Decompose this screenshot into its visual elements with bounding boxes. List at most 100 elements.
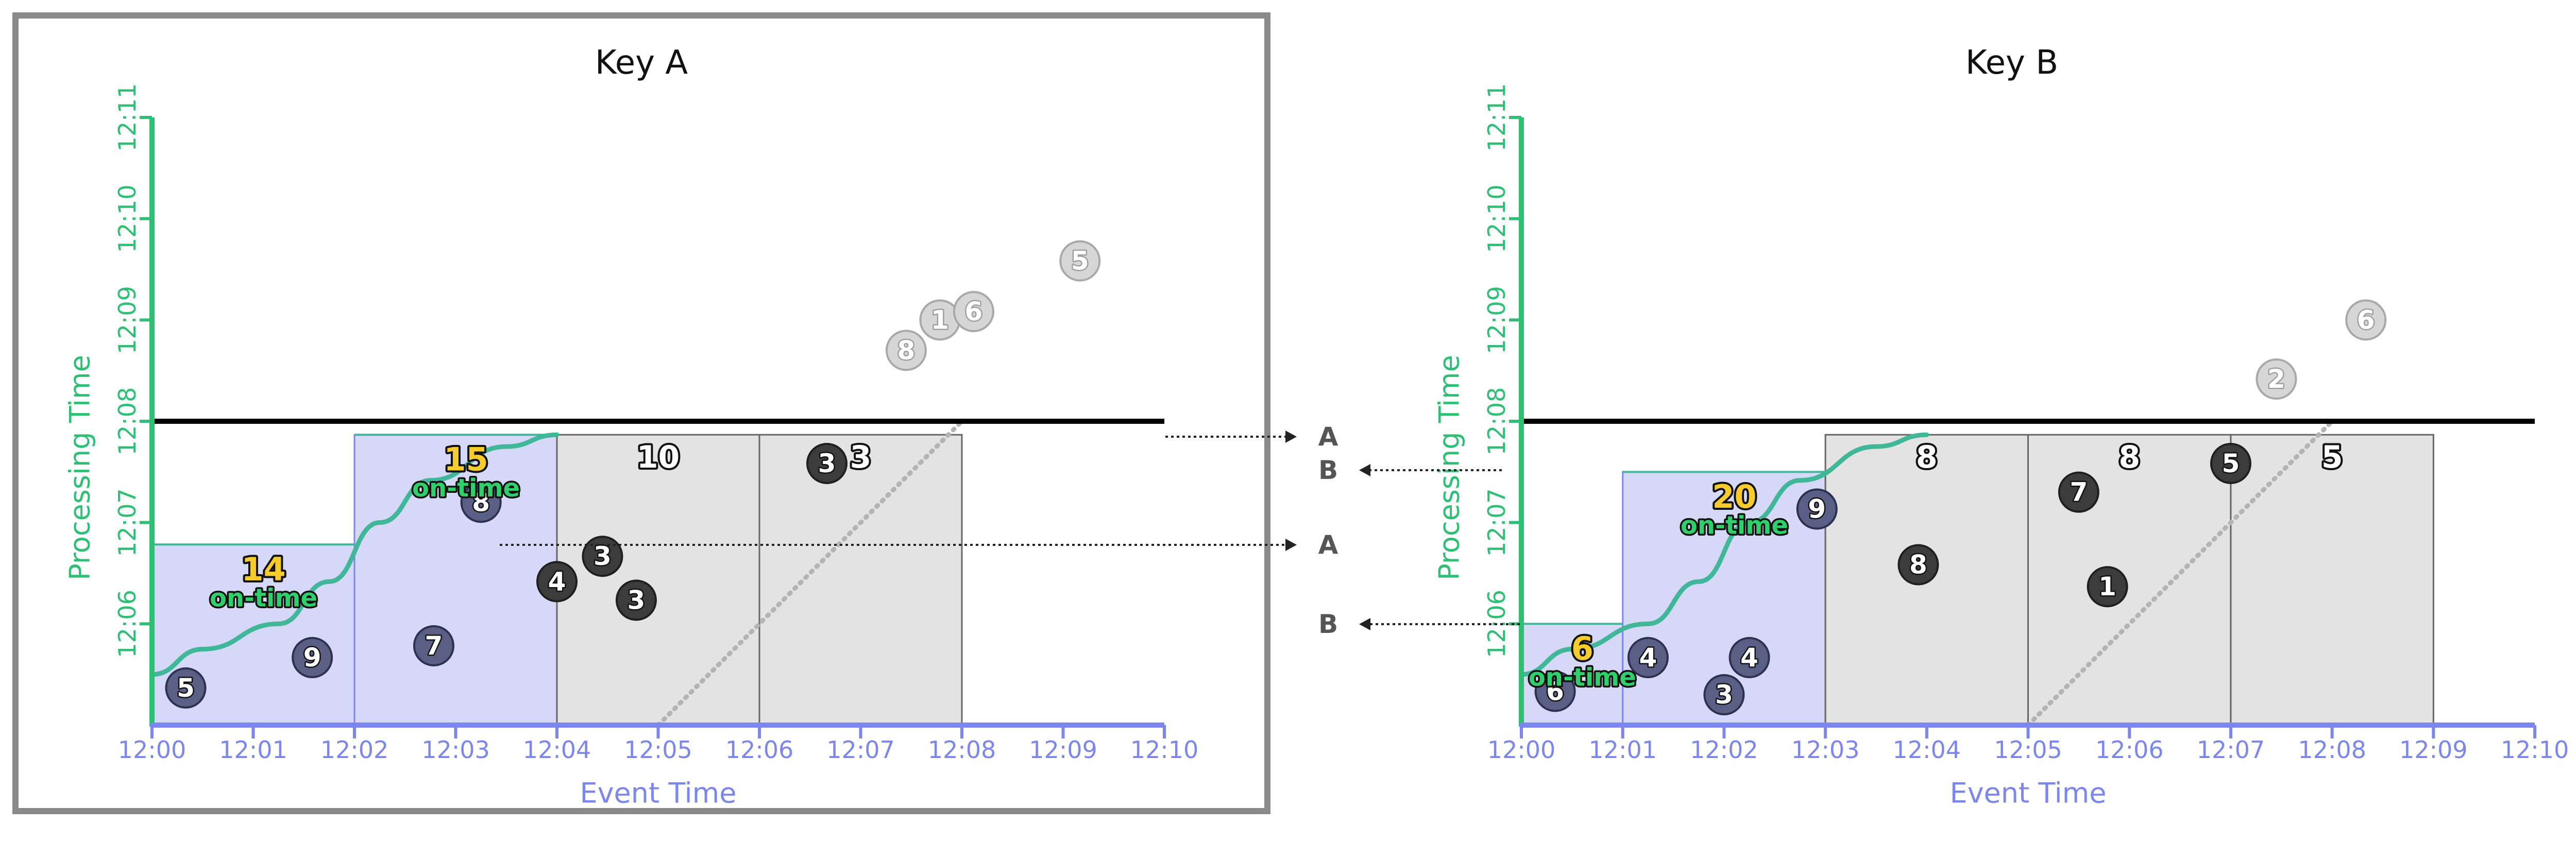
data-point: 2 — [2256, 358, 2297, 400]
data-point-marker — [806, 442, 848, 484]
x-tick-label: 12:08 — [2298, 736, 2366, 764]
pane-3 — [2027, 434, 2232, 726]
data-point: 3 — [806, 442, 848, 484]
chart-panel-1: Key B 12:00 12:01 12:02 12:03 12:04 12:05 12:06… — [1433, 44, 2569, 810]
data-point-value: 5 — [1071, 246, 1089, 276]
data-point: 1 — [919, 299, 961, 341]
data-point-value: 9 — [1808, 494, 1826, 524]
key-arrow-B: B — [1318, 455, 1502, 485]
arrow-head — [1285, 539, 1297, 551]
pane-2 — [556, 434, 760, 726]
y-tick-label: 12:06 — [113, 590, 141, 658]
key-arrow-B: B — [1318, 609, 1520, 639]
pane-value: 3 — [850, 439, 872, 475]
data-point: 5 — [1059, 240, 1101, 282]
y-tick-label: 12:07 — [113, 488, 141, 557]
data-point: 9 — [1796, 488, 1838, 530]
y-tick-label: 12:09 — [1483, 286, 1511, 354]
data-point-marker — [2256, 358, 2297, 400]
x-tick-label: 12:04 — [1893, 736, 1961, 764]
pane-status-label: on-time — [1681, 511, 1788, 540]
data-point-marker — [1796, 488, 1838, 530]
data-point-value: 6 — [965, 297, 983, 327]
data-point: 4 — [536, 561, 578, 603]
data-point: 8 — [1897, 544, 1939, 586]
data-point-marker — [2087, 566, 2128, 608]
x-tick-label: 12:04 — [523, 736, 591, 764]
y-tick-label: 12:08 — [1483, 387, 1511, 456]
x-tick-label: 12:02 — [1690, 736, 1758, 764]
pane-status-label: on-time — [1529, 663, 1636, 692]
data-point-marker — [292, 637, 333, 678]
data-point: 7 — [413, 625, 454, 666]
y-tick-label: 12:10 — [1483, 184, 1511, 253]
data-point-marker — [615, 579, 657, 621]
data-point-marker — [1703, 674, 1745, 715]
x-tick-label: 12:07 — [826, 736, 895, 764]
y-axis-label: Processing Time — [1433, 355, 1466, 580]
data-point-marker — [536, 561, 578, 603]
key-arrow-A: A — [500, 530, 1338, 560]
x-tick-label: 12:02 — [320, 736, 389, 764]
y-tick-label: 12:11 — [1483, 83, 1511, 152]
x-axis-label: Event Time — [580, 777, 736, 810]
pane-status-label: on-time — [412, 474, 520, 503]
data-point-value: 3 — [1715, 680, 1733, 710]
arrow-head — [1359, 618, 1370, 630]
chart-title: Key B — [1965, 44, 2058, 82]
y-axis-label: Processing Time — [64, 355, 96, 580]
watermark-curve — [149, 432, 560, 677]
data-point: 6 — [1534, 671, 1576, 712]
data-point-value: 7 — [425, 631, 443, 661]
data-point-marker — [2058, 471, 2099, 513]
data-point-value: 6 — [1546, 676, 1564, 706]
data-point-value: 2 — [2267, 364, 2285, 394]
y-tick-label: 12:10 — [113, 184, 141, 253]
data-point-value: 5 — [2222, 449, 2240, 478]
pane-value: 5 — [2321, 439, 2343, 475]
x-tick-label: 12:07 — [2197, 736, 2265, 764]
data-point: 4 — [1627, 637, 1669, 678]
data-point: 4 — [1728, 637, 1770, 678]
data-point-value: 1 — [2098, 572, 2116, 602]
data-point-value: 4 — [548, 566, 566, 596]
x-tick-label: 12:09 — [1029, 736, 1097, 764]
pane-3 — [758, 434, 963, 726]
data-point-value: 4 — [1639, 643, 1657, 673]
data-point-marker — [953, 290, 994, 332]
data-point-value: 8 — [897, 335, 916, 365]
pane-value: 20 — [1712, 478, 1756, 515]
arrow-key-label: A — [1318, 422, 1338, 452]
data-point-marker — [1059, 240, 1101, 282]
arrow-key-label: B — [1318, 609, 1338, 639]
x-tick-label: 12:01 — [1588, 736, 1657, 764]
data-point-marker — [885, 330, 927, 371]
data-point-marker — [165, 667, 207, 709]
arrow-head — [1285, 431, 1297, 443]
pane-value: 14 — [241, 551, 285, 588]
data-point-value: 6 — [2357, 305, 2375, 335]
key-arrow-A: A — [1165, 422, 1338, 452]
watermark-curve — [1519, 432, 1929, 677]
data-point-marker — [1534, 671, 1576, 712]
data-point-value: 8 — [472, 487, 490, 517]
data-point: 8 — [460, 482, 502, 523]
x-tick-label: 12:06 — [725, 736, 794, 764]
data-point: 9 — [292, 637, 333, 678]
data-point: 5 — [2210, 442, 2251, 484]
data-point: 1 — [2087, 566, 2128, 608]
x-tick-label: 12:03 — [421, 736, 490, 764]
data-point-marker — [460, 482, 502, 523]
x-tick-label: 12:10 — [2501, 736, 2569, 764]
data-point-value: 1 — [931, 305, 949, 335]
chart-title: Key A — [595, 44, 688, 82]
x-tick-label: 12:10 — [1130, 736, 1199, 764]
y-tick-label: 12:07 — [1483, 488, 1511, 557]
arrow-key-label: B — [1318, 455, 1338, 485]
data-point-marker — [413, 625, 454, 666]
data-point-value: 8 — [1909, 550, 1927, 580]
arrow-key-label: A — [1318, 530, 1338, 560]
data-point-marker — [1728, 637, 1770, 678]
y-tick-label: 12:08 — [113, 387, 141, 456]
